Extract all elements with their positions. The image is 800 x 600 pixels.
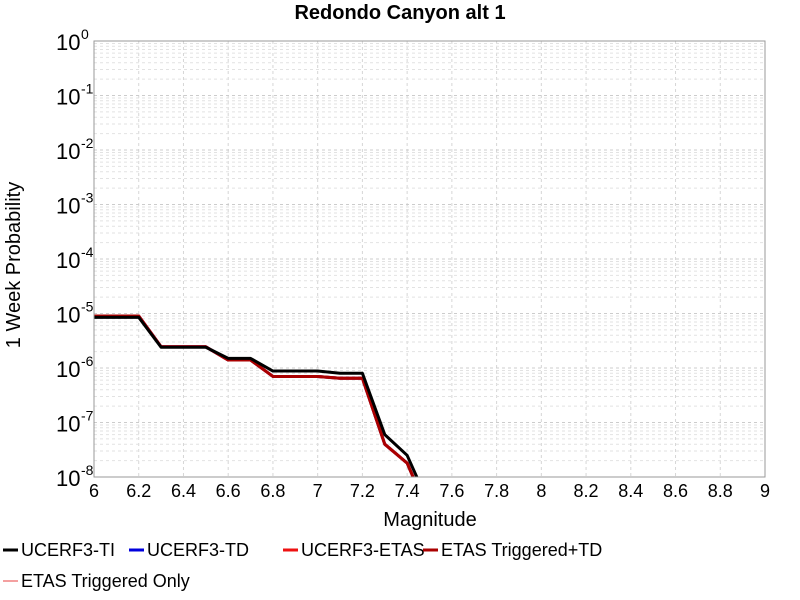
y-axis-label: 1 Week Probability [3,182,25,348]
x-tick-label: 6 [89,481,99,501]
x-tick-label: 7.8 [484,481,509,501]
x-tick-label: 6.2 [126,481,151,501]
x-tick-label: 8 [536,481,546,501]
plot-frame [93,40,766,478]
y-tick-label: 10 -7 [56,408,94,437]
series-line-ucerf3-ti [94,315,419,477]
y-tick-label: 10 -8 [56,462,94,491]
y-tick-base: 10 [56,139,80,164]
legend-label: ETAS Triggered Only [21,571,190,591]
y-tick-exponent: 0 [81,26,89,42]
legend-item-etas-triggered-only: ETAS Triggered Only [3,571,190,591]
y-tick-label: 10 -3 [56,190,94,219]
x-tick-label: 6.8 [260,481,285,501]
y-tick-exponent: -3 [81,190,94,206]
y-tick-base: 10 [56,303,80,328]
chart-title: Redondo Canyon alt 1 [294,2,505,24]
y-tick-label: 10 -4 [56,244,94,273]
x-tick-labels: 6 6.2 6.4 6.6 6.8 7 7.2 7.4 7.6 7.8 8 8.2 8.4 8.6 8.8 9 [89,481,770,501]
x-tick-label: 9 [760,481,770,501]
y-tick-base: 10 [56,85,80,110]
legend-label: ETAS Triggered+TD [441,540,602,560]
legend: UCERF3-TI UCERF3-TD UCERF3-ETAS ETAS Trigge… [3,540,602,591]
y-tick-exponent: -4 [81,244,94,260]
legend-label: UCERF3-TD [147,540,249,560]
y-tick-exponent: -2 [81,135,94,151]
x-tick-label: 6.4 [171,481,196,501]
y-tick-base: 10 [56,248,80,273]
y-tick-label: 10 -5 [56,299,94,328]
x-tick-label: 8.4 [618,481,643,501]
y-tick-base: 10 [56,466,80,491]
y-tick-base: 10 [56,30,80,55]
y-tick-label: 10 -2 [56,135,94,164]
x-tick-label: 8.8 [708,481,733,501]
x-axis-label: Magnitude [383,509,476,531]
y-tick-base: 10 [56,412,80,437]
x-tick-label: 7.2 [350,481,375,501]
series-lines [94,314,419,477]
x-tick-label: 7.4 [395,481,420,501]
y-tick-label: 10 0 [56,26,89,55]
y-tick-base: 10 [56,357,80,382]
legend-item-ucerf3-etas: UCERF3-ETAS [283,540,425,560]
x-tick-label: 8.6 [663,481,688,501]
y-tick-exponent: -7 [81,408,94,424]
grid [93,41,766,478]
y-tick-exponent: -6 [81,353,94,369]
legend-item-ucerf3-ti: UCERF3-TI [3,540,115,560]
legend-label: UCERF3-TI [21,540,115,560]
y-tick-base: 10 [56,194,80,219]
legend-item-ucerf3-td: UCERF3-TD [129,540,249,560]
y-tick-label: 10 -1 [56,81,94,110]
y-tick-exponent: -1 [81,81,94,97]
x-tick-label: 6.6 [216,481,241,501]
x-tick-label: 7 [313,481,323,501]
x-tick-label: 8.2 [574,481,599,501]
legend-label: UCERF3-ETAS [301,540,425,560]
x-tick-label: 7.6 [439,481,464,501]
legend-item-etas-triggered-td: ETAS Triggered+TD [423,540,602,560]
y-tick-exponent: -5 [81,299,94,315]
y-tick-label: 10 -6 [56,353,94,382]
y-tick-exponent: -8 [81,462,94,478]
